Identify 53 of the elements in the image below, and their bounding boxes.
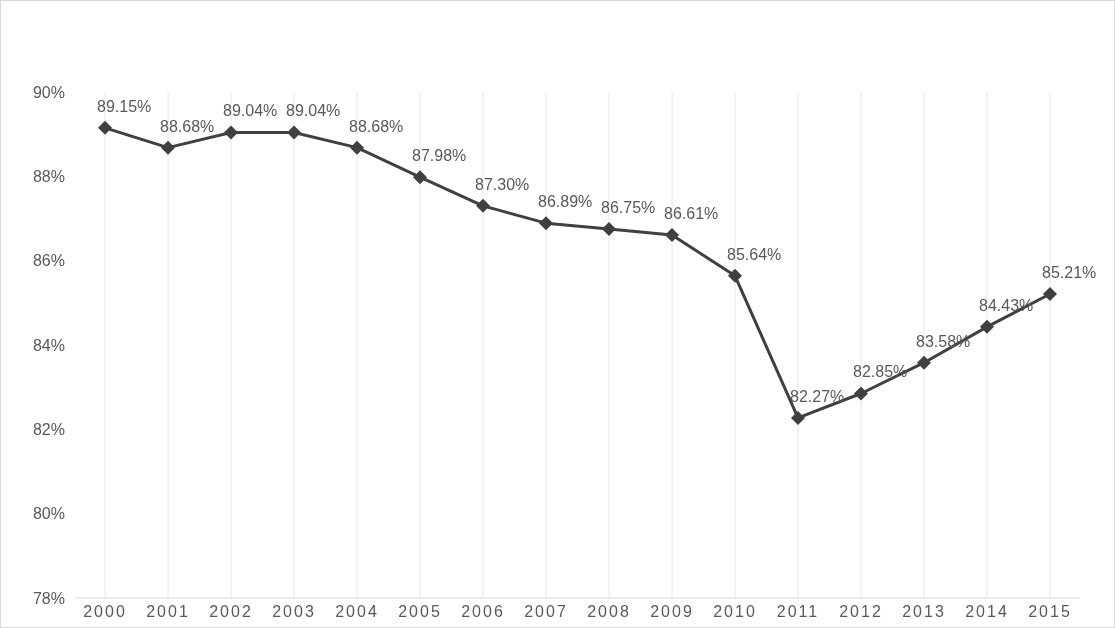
data-label: 85.21% <box>1042 263 1097 281</box>
x-tick-label: 2015 <box>1028 603 1072 621</box>
data-label: 89.15% <box>97 97 152 115</box>
data-label: 86.61% <box>664 204 719 222</box>
y-tick-label: 78% <box>32 589 65 607</box>
point <box>350 140 364 155</box>
data-label: 86.75% <box>601 199 656 217</box>
point <box>98 120 112 135</box>
data-label: 88.68% <box>349 117 404 135</box>
point <box>917 355 931 370</box>
point <box>602 222 616 237</box>
x-tick-label: 2003 <box>272 603 316 621</box>
data-label: 87.30% <box>475 175 530 193</box>
point <box>539 216 553 231</box>
point <box>665 227 679 242</box>
x-tick-label: 2001 <box>146 603 190 621</box>
x-tick-label: 2005 <box>398 603 442 621</box>
data-label: 86.89% <box>538 193 593 211</box>
y-tick-label: 86% <box>32 252 65 270</box>
point <box>1043 286 1057 301</box>
y-tick-label: 80% <box>32 505 65 523</box>
x-tick-label: 2008 <box>587 603 631 621</box>
x-tick-label: 2006 <box>461 603 505 621</box>
point <box>413 170 427 185</box>
data-label: 82.27% <box>790 387 845 405</box>
point <box>854 386 868 401</box>
data-label: 82.85% <box>853 363 908 381</box>
y-tick-label: 82% <box>32 420 65 438</box>
y-tick-label: 88% <box>32 167 65 185</box>
x-tick-label: 2009 <box>650 603 694 621</box>
y-tick-label: 90% <box>32 83 65 101</box>
data-label: 88.68% <box>160 117 215 135</box>
point <box>287 125 301 140</box>
point <box>161 140 175 155</box>
point <box>728 268 742 283</box>
point <box>224 125 238 140</box>
x-tick-label: 2004 <box>335 603 379 621</box>
data-label: 87.98% <box>412 147 467 165</box>
data-label: 85.64% <box>727 245 782 263</box>
data-label: 89.04% <box>223 102 278 120</box>
x-tick-label: 2012 <box>839 603 883 621</box>
point <box>791 410 805 425</box>
x-tick-label: 2000 <box>83 603 127 621</box>
x-tick-label: 2013 <box>902 603 946 621</box>
point <box>476 198 490 213</box>
x-tick-label: 2014 <box>965 603 1009 621</box>
data-label: 89.04% <box>286 102 341 120</box>
y-tick-label: 84% <box>32 336 65 354</box>
x-tick-label: 2007 <box>524 603 568 621</box>
x-tick-label: 2010 <box>713 603 757 621</box>
point <box>980 319 994 334</box>
x-tick-label: 2011 <box>776 603 820 621</box>
x-tick-label: 2002 <box>209 603 253 621</box>
